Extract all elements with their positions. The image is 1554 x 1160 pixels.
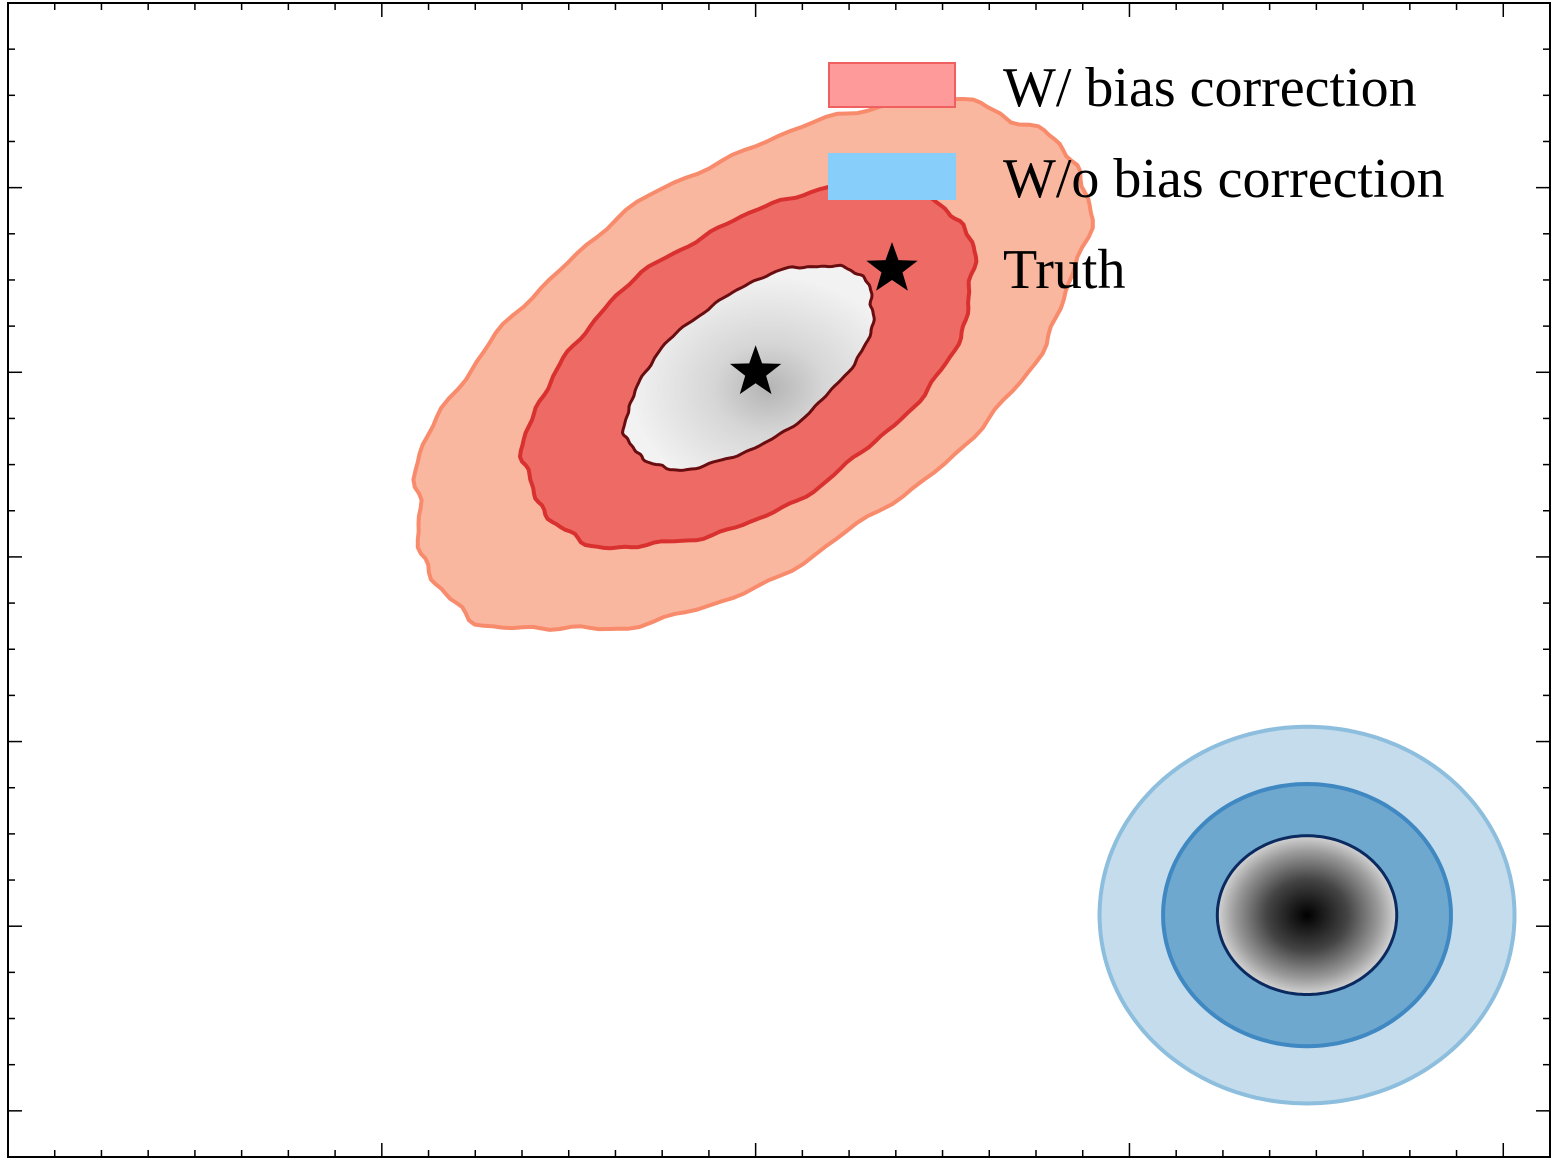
- legend-label-truth: Truth: [1003, 239, 1125, 301]
- legend-patch-with-bias-correction: [828, 62, 956, 108]
- legend-truth-star-icon: [866, 242, 918, 291]
- plot-area: [411, 93, 1517, 1106]
- legend-label-without-bias-correction: W/o bias correction: [1003, 148, 1445, 210]
- truth-marker: [730, 345, 782, 395]
- contour-level-3: [1215, 834, 1399, 996]
- legend-patch-without-bias-correction: [828, 153, 956, 200]
- legend-label-with-bias-correction: W/ bias correction: [1003, 57, 1417, 119]
- legend: W/ bias correction W/o bias correction T…: [828, 57, 1445, 301]
- series-without-bias-correction: [1097, 724, 1517, 1106]
- axes-border: [7, 2, 1551, 1158]
- axes-frame: [7, 2, 1551, 1158]
